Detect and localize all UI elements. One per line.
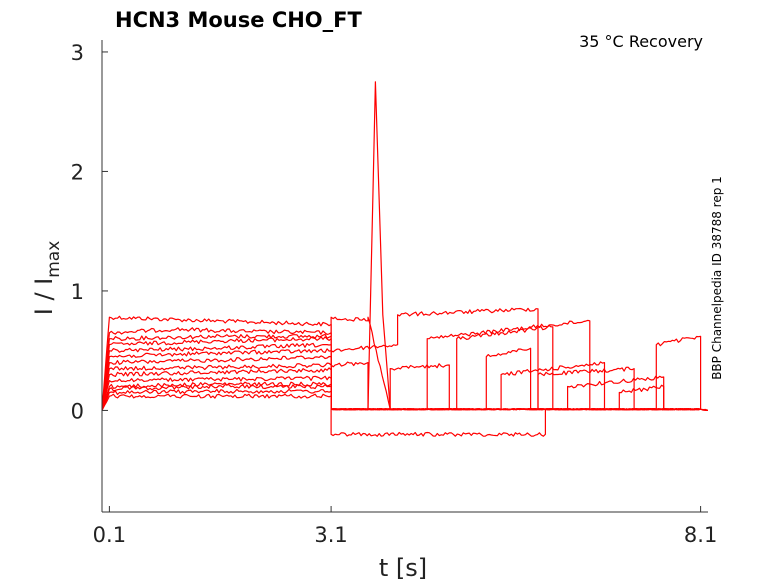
trace-12 [102, 393, 701, 437]
traces [102, 81, 708, 437]
svg-text:I / Imax: I / Imax [30, 241, 64, 316]
condition-label: 35 °C Recovery [579, 32, 703, 51]
axes [101, 40, 708, 513]
trace-13 [102, 361, 701, 411]
x-axis-label: t [s] [379, 554, 427, 582]
x-tick-label: 8.1 [684, 523, 717, 547]
side-label-text: BBP Channelpedia ID 38788 rep 1 [710, 176, 724, 380]
y-tick-label: 2 [71, 160, 84, 184]
y-tick-label: 1 [71, 280, 84, 304]
y-axis-label-sub: max [44, 241, 64, 278]
x-tick-label: 0.1 [93, 523, 126, 547]
y-tick-label: 0 [71, 399, 84, 423]
y-axis-label: I / Imax [30, 241, 64, 316]
y-ticks: 0 1 2 3 [71, 41, 108, 423]
trace-2 [102, 81, 701, 411]
x-ticks: 0.1 3.1 8.1 [93, 506, 717, 547]
y-tick-label: 3 [71, 41, 84, 65]
x-tick-label: 3.1 [314, 523, 347, 547]
trace-11 [102, 335, 708, 411]
y-axis-label-main: I / I [30, 278, 58, 316]
chart-title: HCN3 Mouse CHO_FT [115, 8, 362, 32]
trace-14 [102, 347, 701, 411]
side-label: BBP Channelpedia ID 38788 rep 1 [710, 176, 724, 380]
trace-9 [102, 367, 701, 411]
